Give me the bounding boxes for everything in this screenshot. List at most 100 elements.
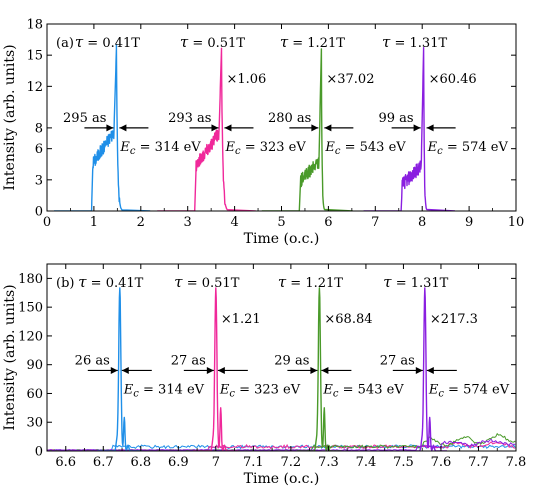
- y-tick-label: 30: [26, 416, 43, 431]
- pulse-series-3: [261, 48, 353, 211]
- y-tick-label: 0: [35, 205, 43, 220]
- x-tick-label: 6.9: [168, 455, 189, 470]
- pulse-annotation-1: τ = 0.41T 26 as Ec = 314 eV: [75, 273, 205, 399]
- axes-frame: [46, 263, 517, 452]
- y-tick-label: 0: [35, 445, 43, 460]
- cutoff-energy-label: Ec = 543 eV: [324, 140, 406, 157]
- fwhm-label: 27 as: [380, 353, 415, 368]
- cutoff-energy-label: Ec = 543 eV: [322, 382, 404, 399]
- fwhm-arrow-right: [224, 124, 254, 132]
- y-axis-label: Intensity (arb. units): [2, 284, 18, 430]
- pulse-series-2: [193, 287, 239, 451]
- fwhm-arrow-right: [426, 366, 457, 374]
- x-tick-label: 7.2: [281, 455, 302, 470]
- scale-factor-label: ×60.46: [429, 72, 477, 87]
- tau-label: τ = 1.21T: [280, 33, 345, 51]
- x-tick-label: 6.7: [93, 455, 114, 470]
- x-tick-label: 5: [277, 215, 285, 230]
- fwhm-label: 29 as: [274, 353, 309, 368]
- y-tick-label: 12: [26, 80, 43, 95]
- y-tick-label: 18: [26, 18, 43, 33]
- y-tick-label: 6: [35, 142, 43, 157]
- x-tick-label: 6.8: [130, 455, 151, 470]
- fwhm-label: 295 as: [63, 111, 106, 126]
- x-tick-label: 7.8: [506, 455, 527, 470]
- x-tick-label: 3: [184, 215, 192, 230]
- scale-factor-label: ×68.84: [324, 312, 372, 327]
- y-tick-label: 3: [35, 173, 43, 188]
- fwhm-arrow-right: [324, 124, 354, 132]
- fwhm-arrow-left: [84, 124, 114, 132]
- x-tick-label: 7.7: [468, 455, 489, 470]
- x-tick-label: 6.6: [55, 455, 76, 470]
- tau-label: τ = 1.21T: [278, 273, 343, 291]
- x-tick-label: 7.4: [356, 455, 377, 470]
- tau-label: τ = 1.31T: [383, 273, 448, 291]
- cutoff-energy-label: Ec = 323 eV: [219, 382, 301, 399]
- plot-area: [54, 44, 456, 211]
- cutoff-energy-label: Ec = 574 eV: [428, 382, 510, 399]
- fwhm-label: 280 as: [268, 111, 311, 126]
- cutoff-energy-label: Ec = 314 eV: [119, 140, 201, 157]
- fwhm-label: 26 as: [75, 353, 110, 368]
- x-tick-label: 0: [43, 215, 51, 230]
- pulse-annotation-2: τ = 0.51T ×1.06 293 as Ec = 323 eV: [168, 33, 306, 157]
- x-tick-label: 7: [212, 455, 220, 470]
- fwhm-label: 27 as: [171, 353, 206, 368]
- pulse-series-1: [54, 44, 151, 211]
- pulse-series-4: [402, 287, 448, 451]
- y-tick-label: 8: [35, 121, 43, 136]
- fwhm-arrow-left: [287, 366, 318, 374]
- x-tick-label: 9: [465, 215, 473, 230]
- pulse-annotation-3: τ = 1.21T ×68.84 29 as Ec = 543 eV: [274, 273, 404, 399]
- panel-label: (a): [56, 36, 74, 51]
- fwhm-arrow-left: [183, 366, 214, 374]
- fwhm-arrow-right: [217, 366, 248, 374]
- y-tick-label: 60: [26, 387, 43, 402]
- pulse-annotation-4: τ = 1.31T ×60.46 99 as Ec = 574 eV: [378, 33, 508, 157]
- fwhm-arrow-right: [119, 124, 149, 132]
- fwhm-arrow-right: [321, 366, 352, 374]
- x-tick-label: 7.5: [393, 455, 414, 470]
- x-tick-label: 10: [508, 215, 525, 230]
- y-tick-label: 150: [18, 301, 43, 316]
- fwhm-arrow-right: [426, 124, 456, 132]
- tau-label: τ = 0.51T: [180, 33, 245, 51]
- fwhm-arrow-right: [121, 366, 152, 374]
- pulse-annotation-3: τ = 1.21T ×37.02 280 as Ec = 543 eV: [268, 33, 406, 157]
- x-tick-label: 4: [230, 215, 238, 230]
- x-tick-label: 7.3: [318, 455, 339, 470]
- y-tick-label: 180: [18, 272, 43, 287]
- tau-label: τ = 0.51T: [174, 273, 239, 291]
- fwhm-label: 293 as: [168, 111, 211, 126]
- y-tick-label: 90: [26, 358, 43, 373]
- fwhm-arrow-left: [289, 124, 319, 132]
- scale-factor-label: ×217.3: [430, 312, 478, 327]
- fwhm-label: 99 as: [378, 111, 413, 126]
- tau-label: τ = 0.41T: [78, 273, 143, 291]
- fwhm-arrow-left: [391, 124, 421, 132]
- pulse-annotation-2: τ = 0.51T ×1.21 27 as Ec = 323 eV: [171, 273, 301, 399]
- plot-area: [47, 287, 516, 451]
- x-tick-label: 6: [324, 215, 332, 230]
- x-tick-label: 2: [137, 215, 145, 230]
- x-tick-label: 7.1: [243, 455, 264, 470]
- y-axis-label: Intensity (arb. units): [2, 44, 18, 190]
- x-tick-label: 7.6: [431, 455, 452, 470]
- x-axis-label: Time (o.c.): [244, 231, 320, 247]
- cutoff-energy-label: Ec = 323 eV: [224, 140, 306, 157]
- pulse-series-3: [296, 287, 342, 451]
- scale-factor-label: ×1.06: [226, 72, 266, 87]
- pulse-annotation-1: τ = 0.41T 295 as Ec = 314 eV: [63, 33, 201, 157]
- baseline-series-4: [47, 438, 516, 451]
- cutoff-energy-label: Ec = 314 eV: [123, 382, 205, 399]
- pulse-annotation-4: τ = 1.31T ×217.3 27 as Ec = 574 eV: [380, 273, 510, 399]
- scale-factor-label: ×1.21: [221, 312, 261, 327]
- x-tick-label: 8: [418, 215, 426, 230]
- tau-label: τ = 1.31T: [382, 33, 447, 51]
- y-tick-label: 15: [26, 49, 43, 64]
- x-tick-label: 1: [90, 215, 98, 230]
- panel-b: 6.6 6.7 6.8 6.9 7 7.1 7.2 7.3 7.4 7.5 7.6 7.7 7.8 0 30…: [2, 263, 527, 487]
